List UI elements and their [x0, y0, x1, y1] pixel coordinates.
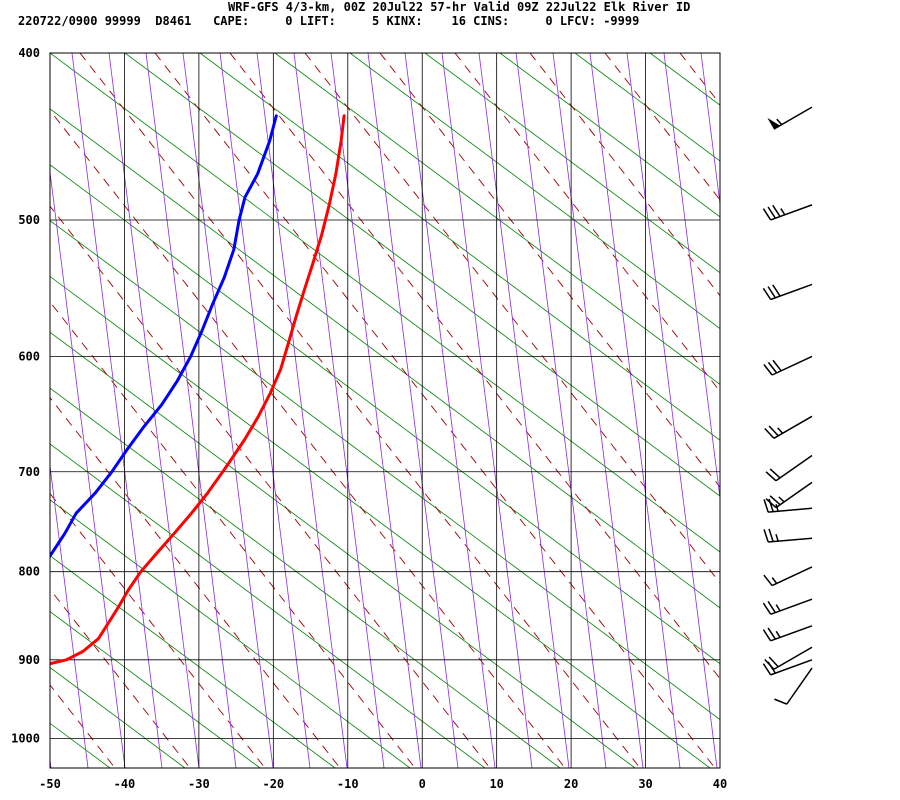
moist-adiabat	[50, 588, 191, 768]
moist-adiabat	[379, 53, 720, 488]
dry-adiabat	[274, 53, 720, 385]
dry-adiabat	[875, 53, 900, 768]
dry-adiabat	[349, 53, 720, 330]
dry-adiabat	[199, 53, 720, 441]
x-tick-label: 30	[638, 777, 652, 791]
dry-adiabat	[50, 555, 336, 768]
dry-adiabat	[649, 53, 720, 106]
wind-barb	[762, 283, 813, 301]
mixing-ratio-line	[441, 53, 533, 768]
moist-adiabat	[454, 53, 720, 393]
dry-adiabat	[124, 53, 720, 497]
mixing-ratio-line	[589, 53, 681, 768]
x-tick-label: -10	[337, 777, 359, 791]
wind-barb	[765, 454, 813, 482]
x-tick-label: 0	[419, 777, 426, 791]
dry-adiabat	[424, 53, 720, 274]
x-tick-label: 40	[713, 777, 727, 791]
wind-barb	[763, 566, 813, 587]
mixing-ratio-line	[219, 53, 311, 768]
mixing-ratio-line	[50, 462, 89, 768]
wind-barb	[762, 204, 813, 221]
plot-frame	[49, 52, 721, 769]
moist-adiabat	[50, 205, 491, 768]
moist-adiabat	[50, 109, 566, 768]
pressure-tick-label: 700	[18, 465, 40, 479]
mixing-ratio-line	[515, 53, 607, 768]
moist-adiabat	[529, 53, 720, 297]
moist-adiabat	[755, 53, 900, 768]
x-tick-label: -30	[188, 777, 210, 791]
mixing-ratio-line	[256, 53, 348, 768]
mixing-ratio-line	[626, 53, 718, 768]
pressure-tick-label: 800	[18, 565, 40, 579]
moist-adiabat	[830, 53, 900, 768]
dry-adiabat	[50, 220, 720, 721]
mixing-ratio-line	[663, 53, 720, 502]
mixing-ratio-line	[330, 53, 422, 768]
moist-adiabat	[154, 53, 716, 768]
x-tick-label: 20	[564, 777, 578, 791]
dry-adiabat	[50, 443, 486, 768]
pressure-tick-label: 1000	[11, 732, 40, 746]
dry-adiabat	[50, 499, 411, 768]
mixing-ratio-line	[404, 53, 496, 768]
dry-adiabat	[574, 53, 720, 162]
mixing-ratio-line	[700, 53, 720, 208]
wind-barb	[774, 667, 813, 705]
dry-adiabat	[50, 164, 720, 665]
sounding-stats: 220722/0900 99999 D8461 CAPE: 0 LIFT: 5 …	[18, 14, 640, 28]
moist-adiabat	[50, 397, 341, 768]
x-tick-label: 10	[489, 777, 503, 791]
wind-barb	[764, 646, 813, 670]
pressure-tick-label: 400	[18, 46, 40, 60]
wind-barb	[762, 659, 813, 676]
moist-adiabat	[50, 301, 416, 768]
dry-adiabat	[50, 611, 261, 768]
mixing-ratio-line	[182, 53, 274, 768]
moist-adiabat	[50, 492, 266, 768]
wind-barb	[765, 481, 813, 509]
pressure-tick-label: 500	[18, 213, 40, 227]
mixing-ratio-line	[552, 53, 644, 768]
wind-barb	[763, 355, 813, 376]
x-tick-label: -50	[39, 777, 61, 791]
mixing-ratio-line	[478, 53, 570, 768]
dry-adiabat	[50, 722, 111, 768]
pressure-tick-label: 600	[18, 349, 40, 363]
mixing-ratio-line	[50, 168, 126, 768]
moist-adiabat	[79, 53, 641, 768]
pressure-tick-label: 900	[18, 653, 40, 667]
temperature-profile-line	[50, 114, 346, 666]
wind-barb	[762, 625, 813, 642]
wind-barb	[764, 415, 813, 439]
dry-adiabat	[50, 53, 720, 553]
wind-barb	[762, 598, 813, 615]
dry-adiabat	[499, 53, 720, 218]
dry-adiabat	[50, 331, 636, 768]
mixing-ratio-line	[367, 53, 459, 768]
dry-adiabat	[50, 387, 561, 768]
wind-barb	[763, 498, 813, 513]
chart-title: WRF-GFS 4/3-km, 00Z 20Jul22 57-hr Valid …	[228, 0, 691, 14]
dry-adiabat	[50, 108, 720, 609]
mixing-ratio-line	[145, 53, 237, 768]
dewpoint-profile-line	[50, 114, 278, 559]
mixing-ratio-line	[738, 53, 828, 768]
moist-adiabat	[229, 53, 720, 680]
wind-barb	[763, 528, 813, 543]
mixing-ratio-line	[108, 53, 200, 768]
mixing-ratio-line	[71, 53, 163, 768]
mixing-ratio-line	[293, 53, 385, 768]
dry-adiabat	[800, 53, 900, 768]
x-tick-label: -40	[114, 777, 136, 791]
dry-adiabat	[50, 275, 711, 768]
moist-adiabat	[604, 53, 720, 201]
x-tick-label: -20	[262, 777, 284, 791]
dry-adiabat	[725, 53, 900, 768]
wind-barb	[767, 106, 813, 130]
moist-adiabat	[304, 53, 720, 584]
